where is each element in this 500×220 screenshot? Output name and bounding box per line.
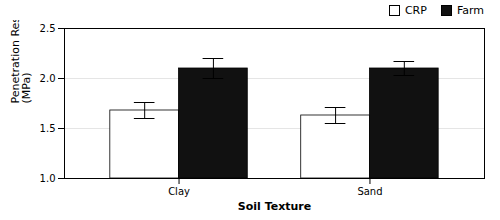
svg-text:Clay: Clay	[168, 186, 190, 197]
svg-text:1.0: 1.0	[40, 173, 56, 184]
svg-text:Penetration Resistance(MPa): Penetration Resistance(MPa)	[9, 20, 33, 104]
svg-text:Soil Texture: Soil Texture	[238, 200, 311, 213]
svg-text:1.5: 1.5	[40, 123, 56, 134]
svg-text:2.0: 2.0	[40, 73, 56, 84]
html-text:CRP: CRP	[404, 3, 427, 17]
svg-text:2.5: 2.5	[40, 23, 56, 34]
html-text:Farm: Farm	[456, 3, 484, 17]
svg-text:Sand: Sand	[357, 186, 382, 197]
